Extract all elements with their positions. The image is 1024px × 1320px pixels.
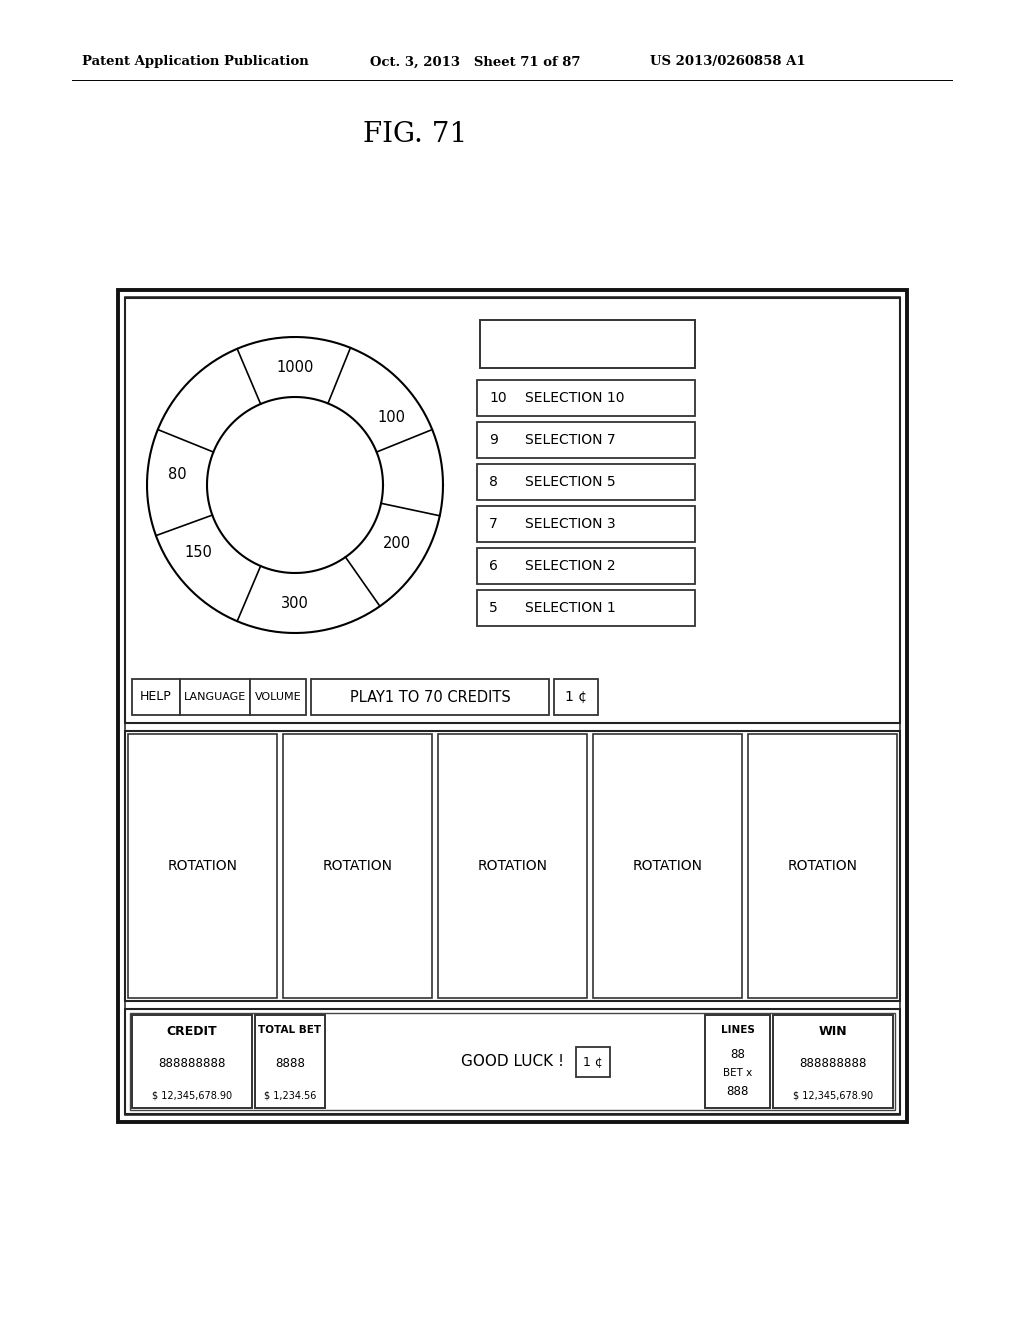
FancyBboxPatch shape bbox=[593, 734, 742, 998]
Text: BET x: BET x bbox=[723, 1068, 752, 1077]
FancyBboxPatch shape bbox=[480, 319, 695, 368]
FancyBboxPatch shape bbox=[132, 1015, 252, 1107]
Text: ROTATION: ROTATION bbox=[168, 859, 238, 873]
Text: 8: 8 bbox=[489, 475, 498, 488]
Text: SELECTION 7: SELECTION 7 bbox=[525, 433, 615, 447]
Text: 300: 300 bbox=[281, 595, 309, 610]
Text: $ 1,234.56: $ 1,234.56 bbox=[264, 1090, 316, 1100]
Text: 10: 10 bbox=[489, 391, 507, 405]
Text: 8888: 8888 bbox=[275, 1057, 305, 1071]
Text: ROTATION: ROTATION bbox=[633, 859, 702, 873]
Text: 888: 888 bbox=[726, 1085, 749, 1098]
Text: SELECTION 5: SELECTION 5 bbox=[525, 475, 615, 488]
FancyBboxPatch shape bbox=[128, 734, 278, 998]
FancyBboxPatch shape bbox=[180, 678, 250, 715]
FancyBboxPatch shape bbox=[125, 297, 900, 1115]
Text: 150: 150 bbox=[184, 545, 212, 560]
Text: 888888888: 888888888 bbox=[800, 1057, 866, 1071]
Text: 888888888: 888888888 bbox=[159, 1057, 225, 1071]
FancyBboxPatch shape bbox=[773, 1015, 893, 1107]
FancyBboxPatch shape bbox=[125, 731, 900, 1001]
FancyBboxPatch shape bbox=[477, 548, 695, 583]
Text: US 2013/0260858 A1: US 2013/0260858 A1 bbox=[650, 55, 806, 69]
FancyBboxPatch shape bbox=[748, 734, 897, 998]
Text: ROTATION: ROTATION bbox=[477, 859, 548, 873]
Text: ROTATION: ROTATION bbox=[787, 859, 857, 873]
Text: HELP: HELP bbox=[140, 690, 172, 704]
Text: FIG. 71: FIG. 71 bbox=[362, 121, 467, 149]
FancyBboxPatch shape bbox=[554, 678, 598, 715]
Text: SELECTION 3: SELECTION 3 bbox=[525, 517, 615, 531]
FancyBboxPatch shape bbox=[477, 506, 695, 543]
FancyBboxPatch shape bbox=[477, 380, 695, 416]
Text: TOTAL BET: TOTAL BET bbox=[258, 1026, 322, 1035]
Text: 7: 7 bbox=[489, 517, 498, 531]
Text: LANGUAGE: LANGUAGE bbox=[184, 692, 246, 702]
Text: 6: 6 bbox=[489, 558, 498, 573]
Text: 9: 9 bbox=[489, 433, 498, 447]
FancyBboxPatch shape bbox=[438, 734, 587, 998]
Text: SELECTION 10: SELECTION 10 bbox=[525, 391, 625, 405]
Text: SELECTION 2: SELECTION 2 bbox=[525, 558, 615, 573]
Text: GOOD LUCK !: GOOD LUCK ! bbox=[461, 1053, 564, 1069]
Text: 1 ¢: 1 ¢ bbox=[565, 690, 587, 704]
Text: 1000: 1000 bbox=[276, 359, 313, 375]
Text: Patent Application Publication: Patent Application Publication bbox=[82, 55, 309, 69]
FancyBboxPatch shape bbox=[130, 1012, 895, 1110]
Text: 200: 200 bbox=[383, 536, 412, 552]
FancyBboxPatch shape bbox=[125, 1008, 900, 1114]
Text: $ 12,345,678.90: $ 12,345,678.90 bbox=[793, 1090, 873, 1100]
FancyBboxPatch shape bbox=[250, 678, 306, 715]
Text: Oct. 3, 2013   Sheet 71 of 87: Oct. 3, 2013 Sheet 71 of 87 bbox=[370, 55, 581, 69]
Text: 100: 100 bbox=[378, 409, 406, 425]
FancyBboxPatch shape bbox=[477, 590, 695, 626]
Text: 1 ¢: 1 ¢ bbox=[583, 1055, 602, 1068]
FancyBboxPatch shape bbox=[311, 678, 549, 715]
FancyBboxPatch shape bbox=[705, 1015, 770, 1107]
Text: CREDIT: CREDIT bbox=[167, 1026, 217, 1038]
Text: WIN: WIN bbox=[818, 1026, 847, 1038]
Text: LINES: LINES bbox=[721, 1026, 755, 1035]
FancyBboxPatch shape bbox=[477, 422, 695, 458]
Text: PLAY1 TO 70 CREDITS: PLAY1 TO 70 CREDITS bbox=[349, 689, 510, 705]
FancyBboxPatch shape bbox=[132, 678, 180, 715]
FancyBboxPatch shape bbox=[255, 1015, 325, 1107]
Text: VOLUME: VOLUME bbox=[255, 692, 301, 702]
FancyBboxPatch shape bbox=[125, 298, 900, 723]
Text: 88: 88 bbox=[730, 1048, 745, 1060]
FancyBboxPatch shape bbox=[477, 465, 695, 500]
Text: SELECTION 1: SELECTION 1 bbox=[525, 601, 615, 615]
Text: $ 12,345,678.90: $ 12,345,678.90 bbox=[152, 1090, 232, 1100]
FancyBboxPatch shape bbox=[575, 1047, 609, 1077]
FancyBboxPatch shape bbox=[118, 290, 907, 1122]
Text: 5: 5 bbox=[489, 601, 498, 615]
Text: ROTATION: ROTATION bbox=[323, 859, 392, 873]
FancyBboxPatch shape bbox=[283, 734, 432, 998]
Text: 80: 80 bbox=[168, 467, 186, 482]
